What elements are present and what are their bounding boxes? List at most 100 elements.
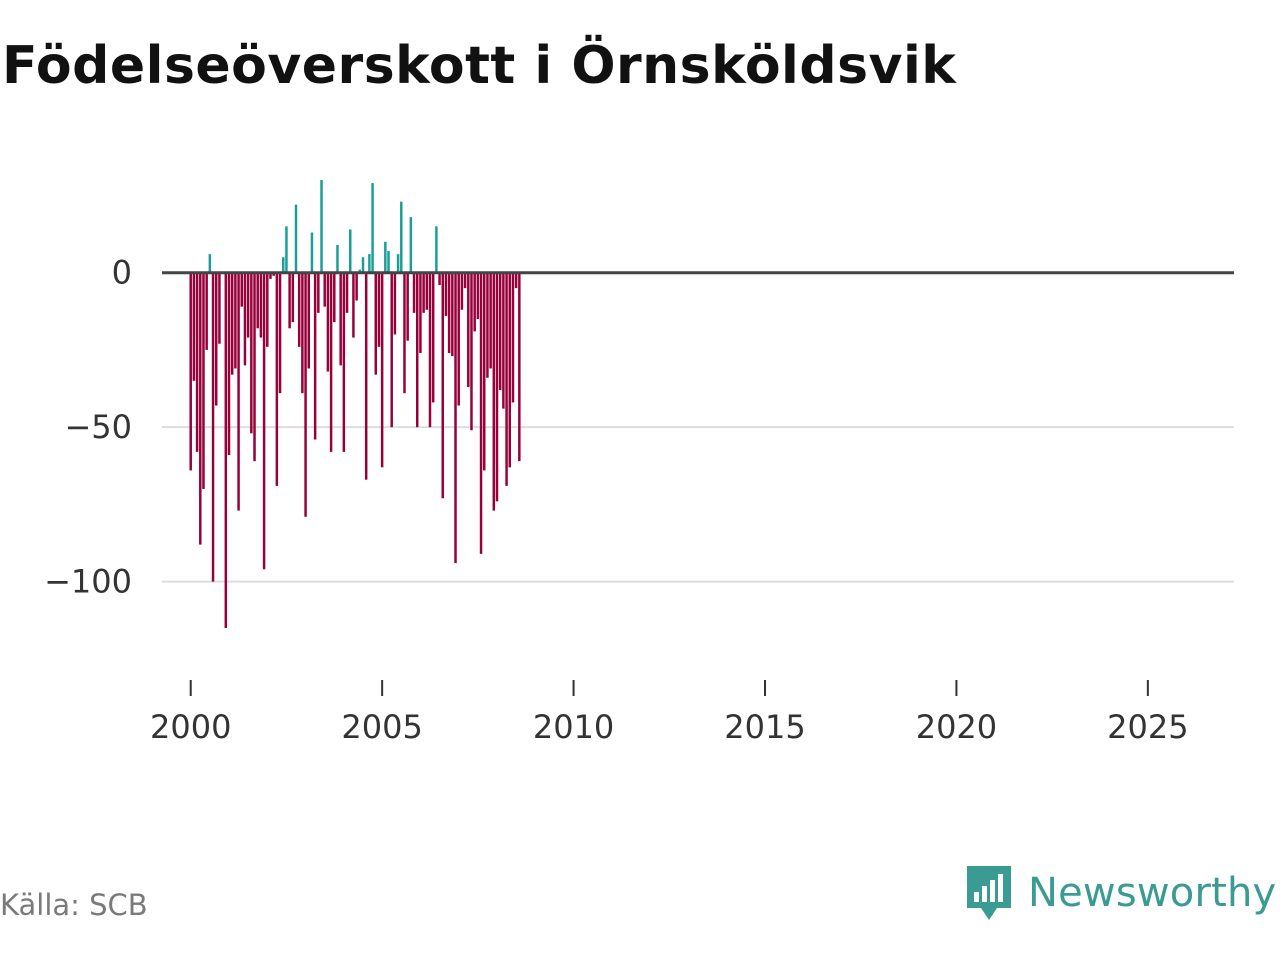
bar xyxy=(463,272,467,289)
bar xyxy=(387,251,390,273)
x-tick-label: 2020 xyxy=(916,708,997,746)
bar xyxy=(246,272,250,338)
bar xyxy=(428,272,432,428)
bar xyxy=(240,272,244,307)
bar xyxy=(313,272,317,440)
bar xyxy=(396,254,400,273)
y-tick-label: −50 xyxy=(64,408,132,446)
bar xyxy=(195,272,199,452)
bar xyxy=(409,217,413,273)
bar xyxy=(419,272,422,354)
bar xyxy=(368,254,371,273)
bar xyxy=(476,272,480,320)
bar xyxy=(470,272,473,431)
bar xyxy=(329,272,333,452)
bar xyxy=(435,226,438,273)
bar xyxy=(390,272,393,428)
y-axis: 0 −50 −100 xyxy=(44,254,132,601)
bar xyxy=(374,272,378,375)
bar xyxy=(502,272,505,409)
bar xyxy=(380,272,384,468)
bar xyxy=(412,272,416,313)
x-tick-label: 2000 xyxy=(150,708,231,746)
bar xyxy=(358,269,362,273)
bar xyxy=(482,272,486,471)
bar xyxy=(214,272,218,406)
bar xyxy=(320,180,323,273)
x-tick-label: 2025 xyxy=(1107,708,1188,746)
x-axis: 2000 2005 2010 2015 2020 2025 xyxy=(150,680,1189,746)
bar xyxy=(297,272,301,347)
bar xyxy=(336,244,339,273)
bar xyxy=(323,272,326,307)
bar xyxy=(291,272,295,323)
bar xyxy=(278,272,282,394)
bar xyxy=(355,272,358,301)
bar xyxy=(208,254,212,273)
bar xyxy=(406,272,409,341)
bar xyxy=(352,272,355,338)
bar xyxy=(403,272,406,394)
bar xyxy=(361,257,365,273)
bar xyxy=(199,272,202,545)
bar xyxy=(211,272,215,582)
brand-logo: Newsworthy xyxy=(964,862,1276,924)
bar xyxy=(317,272,320,313)
bar xyxy=(431,272,435,403)
bar xyxy=(451,272,454,357)
bar xyxy=(467,272,470,388)
bar xyxy=(518,272,521,462)
bar xyxy=(514,272,518,289)
bar xyxy=(237,272,240,511)
bar xyxy=(492,272,496,511)
bar xyxy=(192,272,196,381)
bar xyxy=(479,272,483,554)
bar xyxy=(202,272,205,489)
bar xyxy=(511,272,515,403)
bar xyxy=(339,272,342,366)
bar xyxy=(294,204,298,273)
bar xyxy=(425,272,429,310)
bar xyxy=(364,272,368,480)
bar xyxy=(288,272,291,329)
bar xyxy=(205,272,208,350)
bar xyxy=(457,272,460,406)
bar xyxy=(498,272,502,391)
bar xyxy=(422,272,425,313)
y-tick-label: 0 xyxy=(112,254,132,292)
bar xyxy=(230,272,234,375)
bar xyxy=(326,272,330,372)
bar xyxy=(495,272,499,502)
bar xyxy=(486,272,489,378)
bar xyxy=(281,257,285,273)
bar xyxy=(275,272,279,486)
bars xyxy=(189,180,521,628)
bar xyxy=(371,183,374,273)
bar xyxy=(310,232,314,273)
bar xyxy=(259,272,263,338)
bar xyxy=(438,272,441,286)
bar xyxy=(508,272,512,468)
bar xyxy=(189,272,192,471)
bar xyxy=(473,272,476,332)
bar xyxy=(262,272,266,570)
bar xyxy=(342,272,346,452)
bar xyxy=(253,272,256,462)
source-note: Källa: SCB xyxy=(0,888,148,922)
bar xyxy=(415,272,419,428)
x-tick-label: 2015 xyxy=(724,708,805,746)
bar xyxy=(243,272,247,366)
x-tick-label: 2010 xyxy=(533,708,614,746)
y-tick-label: −100 xyxy=(44,563,132,601)
bar xyxy=(269,272,272,279)
bar-chart: 0 −50 −100 2000 2005 2010 2015 2020 2025 xyxy=(44,180,1234,746)
bar xyxy=(227,272,231,455)
bar xyxy=(393,272,397,335)
bar xyxy=(454,272,457,564)
bar xyxy=(489,272,492,369)
bar xyxy=(234,272,237,369)
brand-name: Newsworthy xyxy=(1028,870,1277,916)
bar xyxy=(505,272,508,486)
x-tick-label: 2005 xyxy=(341,708,422,746)
bar xyxy=(301,272,304,394)
